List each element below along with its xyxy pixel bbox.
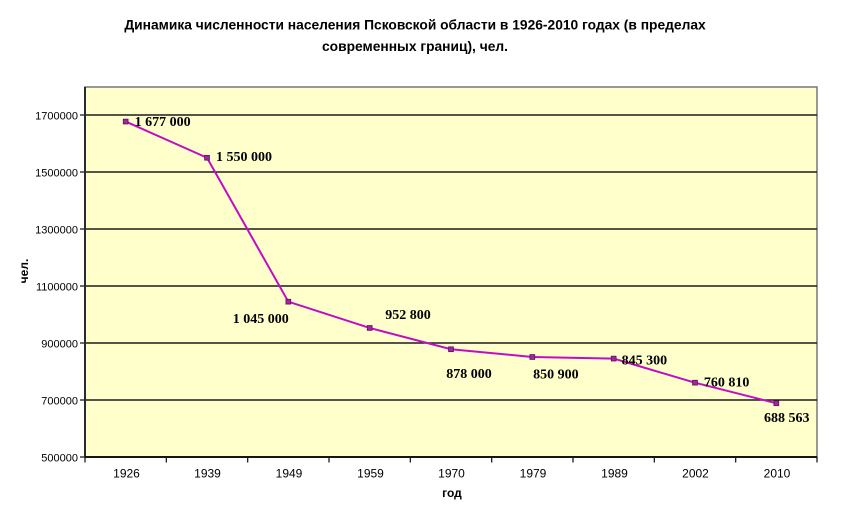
svg-text:878 000: 878 000: [446, 367, 492, 382]
svg-text:2002: 2002: [682, 467, 709, 481]
svg-text:2010: 2010: [764, 467, 791, 481]
svg-text:700000: 700000: [41, 396, 78, 408]
svg-text:850 900: 850 900: [533, 368, 579, 383]
svg-text:1979: 1979: [520, 467, 547, 481]
svg-text:1100000: 1100000: [36, 282, 78, 294]
svg-text:500000: 500000: [41, 453, 78, 465]
svg-text:чел.: чел.: [17, 259, 31, 284]
svg-text:1 677 000: 1 677 000: [135, 115, 191, 130]
svg-text:1 045 000: 1 045 000: [233, 312, 289, 327]
svg-text:900000: 900000: [41, 339, 78, 351]
svg-text:1949: 1949: [276, 467, 303, 481]
svg-text:1959: 1959: [357, 467, 384, 481]
svg-text:1970: 1970: [438, 467, 465, 481]
svg-text:1926: 1926: [113, 467, 140, 481]
svg-text:1 550 000: 1 550 000: [216, 150, 272, 165]
svg-text:современных границ), чел.: современных границ), чел.: [322, 39, 508, 54]
svg-text:1500000: 1500000: [35, 168, 78, 180]
svg-text:845 300: 845 300: [622, 354, 668, 369]
svg-text:1939: 1939: [194, 467, 221, 481]
svg-text:год: год: [442, 486, 462, 500]
svg-text:760 810: 760 810: [704, 375, 750, 390]
svg-text:1300000: 1300000: [35, 225, 78, 237]
svg-text:952 800: 952 800: [385, 308, 431, 323]
svg-text:1700000: 1700000: [35, 111, 78, 123]
svg-text:Динамика численности населения: Динамика численности населения Псковской…: [124, 18, 706, 33]
svg-text:688 563: 688 563: [764, 411, 810, 426]
svg-text:1989: 1989: [601, 467, 628, 481]
